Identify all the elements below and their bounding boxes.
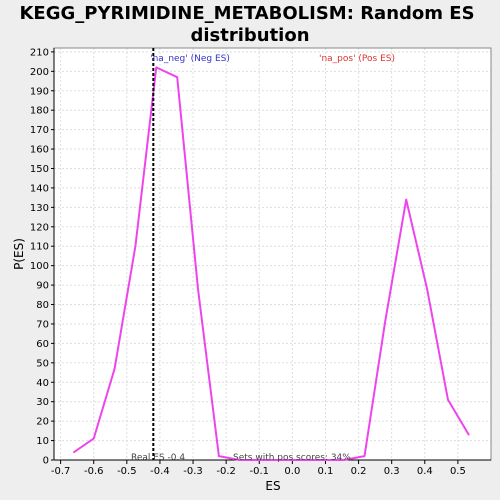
series-point xyxy=(447,398,449,401)
y-tick-label: 20 xyxy=(36,417,49,428)
series-point xyxy=(92,437,95,440)
x-tick-label: 0.3 xyxy=(384,466,400,477)
y-tick-label: 140 xyxy=(30,183,49,194)
y-tick-label: 10 xyxy=(36,436,49,447)
series-point xyxy=(155,66,158,69)
series-point xyxy=(197,288,199,290)
series-point xyxy=(176,76,178,78)
series xyxy=(73,66,470,461)
y-tick-label: 80 xyxy=(36,300,49,311)
x-tick-label: -0.2 xyxy=(216,466,236,477)
y-tick-label: 100 xyxy=(30,261,49,272)
y-tick-label: 180 xyxy=(30,106,49,117)
y-tick-label: 30 xyxy=(36,397,49,408)
series-point xyxy=(363,455,366,457)
x-tick-label: -0.5 xyxy=(117,466,137,477)
series-point xyxy=(280,459,282,461)
neg-es-label: 'na_neg' (Neg ES) xyxy=(150,54,230,64)
x-tick-label: -0.4 xyxy=(150,466,170,477)
x-tick-label: -0.1 xyxy=(249,466,269,477)
y-tick-label: 130 xyxy=(30,203,49,214)
x-axis-label: ES xyxy=(265,479,280,493)
y-tick-label: 0 xyxy=(43,456,49,467)
series-point xyxy=(73,451,75,454)
y-tick-label: 200 xyxy=(30,67,49,78)
y-tick-label: 70 xyxy=(36,319,49,330)
x-tick-label: -0.6 xyxy=(84,466,104,477)
series-point xyxy=(218,455,220,457)
y-tick-label: 90 xyxy=(36,281,49,292)
real-es-label: Real ES -0.4 xyxy=(131,453,185,463)
series-point xyxy=(238,459,241,461)
y-tick-label: 40 xyxy=(36,378,49,389)
y-tick-label: 120 xyxy=(30,222,49,233)
x-tick-label: -0.3 xyxy=(183,466,203,477)
y-tick-label: 150 xyxy=(30,164,49,175)
series-line xyxy=(73,66,470,461)
pos-es-label: 'na_pos' (Pos ES) xyxy=(319,54,395,64)
series-point xyxy=(113,367,116,370)
y-axis-label: P(ES) xyxy=(12,238,26,270)
y-tick-label: 210 xyxy=(30,47,49,58)
y-tick-label: 160 xyxy=(30,145,49,156)
chart-title-line2: distribution xyxy=(190,25,309,46)
y-tick-label: 110 xyxy=(30,242,49,253)
pos-scores-label: Sets with pos scores: 34% xyxy=(233,453,351,463)
chart-title-line1: KEGG_PYRIMIDINE_METABOLISM: Random ES xyxy=(19,3,474,24)
y-tick-label: 170 xyxy=(30,125,49,136)
x-tick-label: 0.2 xyxy=(351,466,367,477)
series-point xyxy=(426,288,428,290)
x-tick-label: 0.1 xyxy=(318,466,334,477)
axes: 0 10 20 30 40 50 60 70 80 90 100 110 120 130 140 150 160… xyxy=(30,47,492,477)
series-point xyxy=(384,319,387,321)
x-tick-label: -0.7 xyxy=(51,466,71,477)
x-tick-label: 0.4 xyxy=(417,466,433,477)
y-tick-label: 60 xyxy=(36,339,49,350)
x-tick-label: 0.0 xyxy=(284,466,300,477)
series-point xyxy=(259,459,262,461)
series-point xyxy=(322,459,324,461)
y-tick-label: 190 xyxy=(30,86,49,97)
series-point xyxy=(134,245,137,248)
series-point xyxy=(342,459,345,461)
series-point xyxy=(405,198,408,201)
y-tick-label: 50 xyxy=(36,358,49,369)
series-point xyxy=(468,433,470,436)
x-tick-label: 0.5 xyxy=(450,466,466,477)
grid xyxy=(54,48,491,461)
series-point xyxy=(301,459,303,461)
